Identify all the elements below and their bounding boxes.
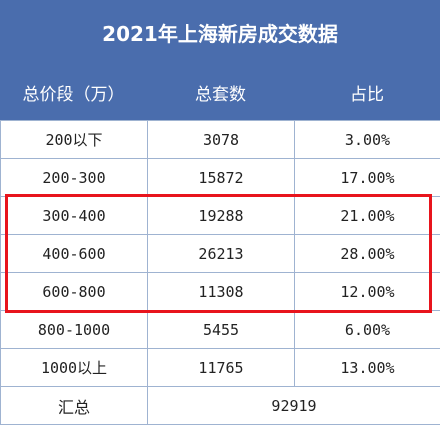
cell-share: 3.00% — [294, 120, 440, 159]
header-share: 占比 — [350, 84, 384, 105]
table-row: 800-1000 5455 6.00% — [0, 310, 440, 349]
header-count: 总套数 — [195, 84, 246, 105]
cell-range: 400-600 — [0, 234, 148, 273]
cell-count: 19288 — [147, 196, 295, 235]
table-row: 300-400 19288 21.00% — [0, 196, 440, 235]
total-label: 汇总 — [0, 386, 148, 425]
table-body: 200以下 3078 3.00% 200-300 15872 17.00% 30… — [0, 120, 440, 425]
cell-range: 200以下 — [0, 120, 148, 159]
cell-range: 200-300 — [0, 158, 148, 197]
cell-share: 13.00% — [294, 348, 440, 387]
total-row: 汇总 92919 — [0, 386, 440, 425]
cell-count: 11765 — [147, 348, 295, 387]
cell-share: 28.00% — [294, 234, 440, 273]
cell-range: 1000以上 — [0, 348, 148, 387]
cell-share: 12.00% — [294, 272, 440, 311]
cell-range: 800-1000 — [0, 310, 148, 349]
table-row: 200以下 3078 3.00% — [0, 120, 440, 159]
table-row: 1000以上 11765 13.00% — [0, 348, 440, 387]
cell-count: 26213 — [147, 234, 295, 273]
header-range: 总价段（万） — [22, 84, 125, 105]
cell-share: 6.00% — [294, 310, 440, 349]
cell-count: 15872 — [147, 158, 295, 197]
cell-count: 5455 — [147, 310, 295, 349]
cell-count: 3078 — [147, 120, 295, 159]
table-row: 600-800 11308 12.00% — [0, 272, 440, 311]
table-header: 总价段（万） 总套数 占比 — [0, 64, 440, 120]
cell-range: 300-400 — [0, 196, 148, 235]
cell-count: 11308 — [147, 272, 295, 311]
cell-share: 21.00% — [294, 196, 440, 235]
cell-range: 600-800 — [0, 272, 148, 311]
table-row: 400-600 26213 28.00% — [0, 234, 440, 273]
table-row: 200-300 15872 17.00% — [0, 158, 440, 197]
total-value: 92919 — [147, 386, 440, 425]
table-title: 2021年上海新房成交数据 — [0, 0, 440, 64]
cell-share: 17.00% — [294, 158, 440, 197]
